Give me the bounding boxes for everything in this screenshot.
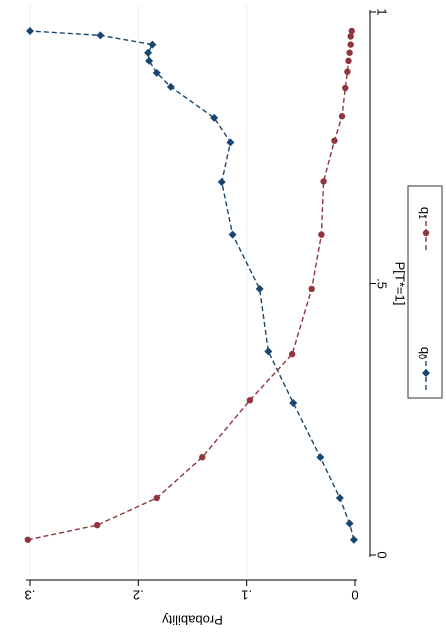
- y-tick-label: .1: [241, 588, 252, 603]
- data-point-q0: [152, 68, 161, 77]
- data-point-q0: [226, 138, 235, 147]
- legend-label-q0: q0: [417, 347, 434, 359]
- data-point-q0: [345, 519, 354, 528]
- x-axis-title: P[T*=1]: [393, 262, 408, 306]
- data-point-q0: [144, 48, 153, 57]
- data-point-q0: [148, 40, 157, 49]
- x-tick-label: 0: [375, 551, 390, 558]
- data-point-q0: [316, 453, 325, 462]
- x-tick-label: 1: [375, 8, 390, 15]
- gridlines: [29, 5, 248, 575]
- legend-label-q1: q1: [417, 207, 434, 219]
- series-line-q0: [29, 30, 355, 540]
- data-point-q0: [349, 535, 358, 544]
- data-point-q1: [153, 494, 160, 502]
- series-layer: [24, 27, 358, 544]
- data-point-q0: [335, 493, 344, 502]
- data-point-q1: [318, 231, 325, 238]
- data-point-q1: [93, 521, 101, 529]
- data-point-q0: [255, 284, 264, 293]
- data-point-q0: [289, 398, 298, 407]
- data-point-q1: [246, 397, 254, 404]
- data-point-q1: [24, 536, 32, 543]
- data-point-q1: [345, 57, 352, 65]
- data-point-q1: [308, 285, 315, 293]
- y-axis-title: Probability: [162, 613, 223, 628]
- data-point-q1: [320, 178, 327, 185]
- y-tick-label: 0: [351, 588, 358, 603]
- legend-box: [407, 185, 443, 399]
- data-point-q1: [348, 27, 355, 35]
- legend-marker-q0: [422, 369, 430, 377]
- data-point-q1: [288, 350, 296, 358]
- data-point-q0: [96, 31, 105, 40]
- data-point-q0: [26, 27, 34, 36]
- x-tick-label: .5: [375, 278, 390, 289]
- axes: 0 .5 1 0 .1 .2 .3 P[T*=1] Probability: [25, 8, 408, 627]
- data-point-q0: [217, 177, 226, 186]
- data-point-q0: [210, 113, 219, 122]
- data-point-q1: [347, 33, 354, 40]
- data-point-q1: [338, 113, 346, 120]
- y-tick-label: .2: [133, 588, 144, 603]
- series-line-q1: [27, 30, 353, 541]
- data-point-q1: [346, 49, 353, 56]
- data-point-q1: [344, 68, 351, 75]
- data-point-q1: [342, 84, 349, 92]
- data-point-q0: [145, 56, 154, 65]
- data-point-q1: [199, 454, 206, 461]
- y-tick-label: .3: [25, 588, 36, 603]
- data-point-q0: [166, 82, 175, 91]
- legend: q0 q1: [407, 185, 443, 399]
- data-point-q0: [228, 230, 237, 239]
- data-point-q1: [331, 137, 338, 144]
- data-point-q1: [347, 41, 354, 48]
- legend-marker-q1: [422, 229, 430, 237]
- data-point-q0: [264, 347, 273, 356]
